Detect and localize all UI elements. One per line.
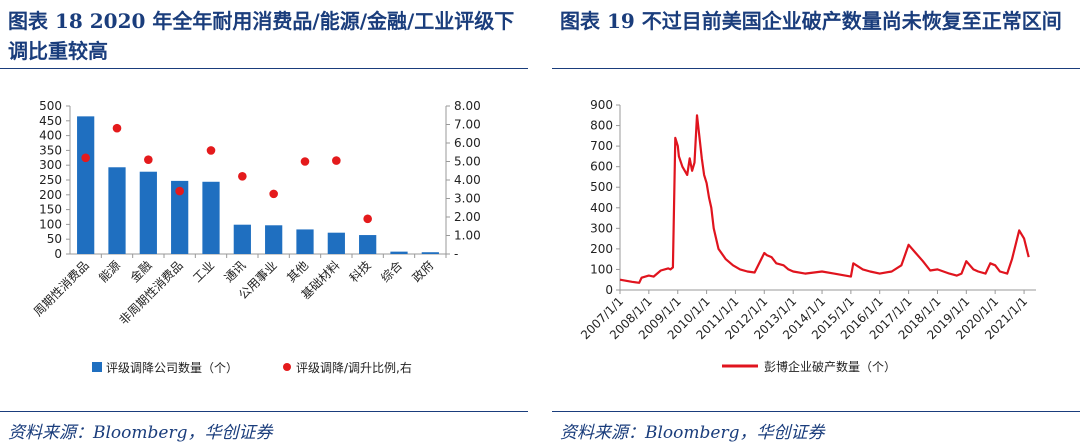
right-y-tick-label: 5.00 bbox=[454, 155, 481, 169]
y-tick-label: 900 bbox=[590, 98, 613, 112]
legend-label-line: 彭博企业破产数量（个） bbox=[764, 359, 896, 374]
scatter-point bbox=[332, 156, 341, 165]
scatter-point bbox=[175, 186, 184, 196]
scatter-point bbox=[81, 153, 90, 163]
x-tick-label: 工业 bbox=[190, 258, 217, 285]
bar bbox=[421, 252, 439, 254]
x-tick-label: 综合 bbox=[378, 258, 406, 286]
right-y-tick-label: 6.00 bbox=[454, 136, 481, 150]
scatter-point bbox=[269, 189, 278, 199]
figure-18-panel: 图表 18 2020 年全年耐用消费品/能源/金融/工业评级下调比重较高 0 50… bbox=[0, 0, 528, 448]
scatter-point bbox=[238, 172, 247, 181]
right-y-tick-label: 2.00 bbox=[454, 210, 481, 224]
y-tick-label: 600 bbox=[590, 160, 613, 174]
right-y-tick-label: - bbox=[454, 247, 458, 261]
figure-18-source: 资料来源：Bloomberg，华创证券 bbox=[8, 423, 273, 443]
legend-label-scatter: 评级调降/调升比例,右 bbox=[296, 360, 412, 375]
x-tick-label: 通讯 bbox=[222, 258, 249, 285]
scatter-point bbox=[112, 123, 122, 133]
left-y-tick-label: 50 bbox=[47, 232, 62, 246]
right-y-tick-label: 1.00 bbox=[454, 229, 481, 243]
bar bbox=[77, 116, 95, 254]
y-tick-label: 800 bbox=[590, 119, 613, 133]
scatter-point bbox=[144, 155, 153, 164]
left-y-tick-label: 300 bbox=[39, 158, 62, 172]
figure-19-title: 图表 19 不过目前美国企业破产数量尚未恢复至正常区间 bbox=[560, 9, 1062, 33]
bar bbox=[233, 224, 251, 254]
right-y-tick-label: 3.00 bbox=[454, 192, 481, 206]
left-y-tick-label: 0 bbox=[54, 247, 62, 261]
figure-18-title: 图表 18 2020 年全年耐用消费品/能源/金融/工业评级下调比重较高 bbox=[8, 9, 515, 63]
scatter-point bbox=[363, 214, 372, 224]
bar bbox=[108, 167, 126, 254]
left-y-tick-label: 100 bbox=[39, 217, 62, 231]
title-rule bbox=[552, 68, 1080, 69]
scatter-point bbox=[300, 157, 310, 166]
x-tick-label: 能源 bbox=[96, 258, 123, 285]
bar bbox=[171, 180, 189, 254]
y-tick-label: 0 bbox=[605, 283, 613, 297]
bar bbox=[327, 232, 345, 254]
left-y-tick-label: 400 bbox=[39, 129, 62, 143]
y-tick-label: 500 bbox=[590, 180, 613, 194]
left-y-tick-label: 500 bbox=[39, 99, 62, 113]
title-rule bbox=[0, 68, 528, 69]
figure-19-chart: 01002003004005006007008009002007/1/12008… bbox=[578, 98, 1036, 374]
y-tick-label: 100 bbox=[590, 262, 613, 276]
x-tick-label: 政府 bbox=[409, 258, 437, 286]
scatter-point bbox=[206, 146, 216, 155]
y-tick-label: 700 bbox=[590, 139, 613, 153]
legend-swatch-bar bbox=[92, 362, 102, 372]
left-y-tick-label: 350 bbox=[39, 143, 62, 157]
legend-label-bar: 评级调降公司数量（个） bbox=[106, 360, 238, 375]
x-tick-label: 其他 bbox=[284, 258, 311, 285]
left-y-tick-label: 250 bbox=[39, 173, 62, 187]
right-y-tick-label: 7.00 bbox=[454, 118, 481, 132]
left-y-tick-label: 150 bbox=[39, 203, 62, 217]
bar bbox=[359, 235, 377, 254]
y-tick-label: 200 bbox=[590, 242, 613, 256]
figure-19-source: 资料来源：Bloomberg，华创证券 bbox=[560, 423, 825, 443]
y-tick-label: 300 bbox=[590, 221, 613, 235]
bar bbox=[390, 251, 408, 254]
left-y-tick-label: 200 bbox=[39, 188, 62, 202]
bar bbox=[139, 171, 157, 254]
figure-19-panel: 图表 19 不过目前美国企业破产数量尚未恢复至正常区间 0 100 200 300 40… bbox=[552, 0, 1080, 448]
source-rule bbox=[0, 411, 528, 412]
legend-swatch-scatter bbox=[283, 363, 291, 371]
x-tick-label: 科技 bbox=[347, 258, 374, 285]
bar bbox=[265, 225, 283, 254]
bar bbox=[202, 181, 220, 254]
bar bbox=[296, 229, 314, 254]
series-line bbox=[619, 114, 1030, 284]
left-y-tick-label: 450 bbox=[39, 114, 62, 128]
x-tick-label: 金融 bbox=[127, 258, 155, 286]
source-rule bbox=[552, 411, 1080, 412]
right-y-tick-label: 8.00 bbox=[454, 99, 481, 113]
y-tick-label: 400 bbox=[590, 201, 613, 215]
x-tick-label: 周期性消费品 bbox=[31, 258, 92, 319]
right-y-tick-label: 4.00 bbox=[454, 173, 481, 187]
